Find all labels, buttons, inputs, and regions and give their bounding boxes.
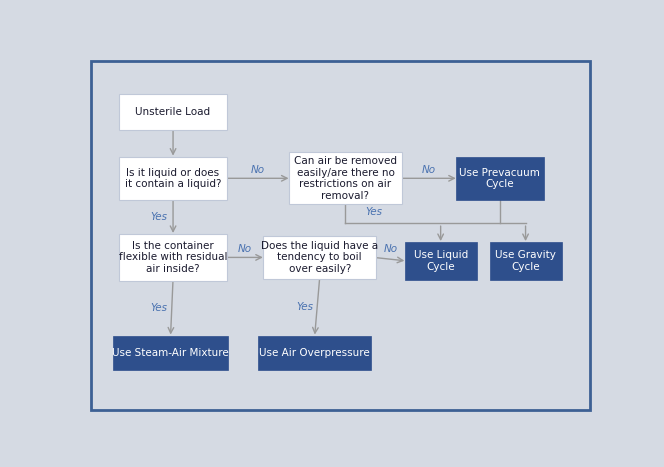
- Text: Is the container
flexible with residual
air inside?: Is the container flexible with residual …: [119, 241, 227, 274]
- Text: Yes: Yes: [150, 212, 167, 222]
- Text: Use Prevacuum
Cycle: Use Prevacuum Cycle: [459, 168, 540, 189]
- Text: No: No: [383, 245, 398, 255]
- FancyBboxPatch shape: [119, 234, 227, 281]
- Text: Is it liquid or does
it contain a liquid?: Is it liquid or does it contain a liquid…: [125, 168, 221, 189]
- FancyBboxPatch shape: [258, 336, 371, 370]
- FancyBboxPatch shape: [113, 336, 228, 370]
- Text: Use Gravity
Cycle: Use Gravity Cycle: [495, 250, 556, 272]
- Text: Unsterile Load: Unsterile Load: [135, 107, 210, 117]
- FancyBboxPatch shape: [289, 152, 402, 205]
- Text: Does the liquid have a
tendency to boil
over easily?: Does the liquid have a tendency to boil …: [261, 241, 378, 274]
- Text: Yes: Yes: [150, 303, 167, 313]
- Text: Yes: Yes: [365, 206, 382, 217]
- Text: Use Liquid
Cycle: Use Liquid Cycle: [414, 250, 467, 272]
- FancyBboxPatch shape: [456, 157, 544, 200]
- FancyBboxPatch shape: [91, 62, 590, 410]
- FancyBboxPatch shape: [119, 94, 227, 130]
- Text: Yes: Yes: [297, 302, 314, 312]
- Text: No: No: [238, 245, 252, 255]
- FancyBboxPatch shape: [404, 242, 477, 280]
- Text: No: No: [422, 165, 436, 176]
- Text: Can air be removed
easily/are there no
restrictions on air
removal?: Can air be removed easily/are there no r…: [294, 156, 397, 201]
- FancyBboxPatch shape: [489, 242, 562, 280]
- FancyBboxPatch shape: [119, 157, 227, 200]
- Text: No: No: [251, 165, 265, 176]
- Text: Use Steam-Air Mixture: Use Steam-Air Mixture: [112, 348, 229, 358]
- Text: Use Air Overpressure: Use Air Overpressure: [259, 348, 370, 358]
- FancyBboxPatch shape: [263, 236, 376, 279]
